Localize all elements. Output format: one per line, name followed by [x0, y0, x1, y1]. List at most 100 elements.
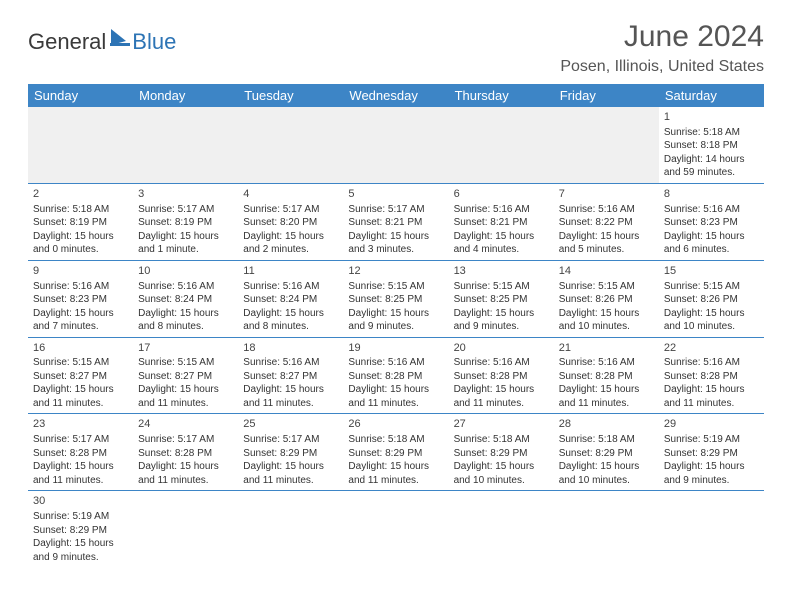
- sail-icon: [110, 28, 130, 46]
- sunset-text: Sunset: 8:19 PM: [33, 216, 128, 230]
- sunrise-text: Sunrise: 5:19 AM: [664, 433, 759, 447]
- daylight-text: Daylight: 15 hours and 7 minutes.: [33, 307, 128, 334]
- day-number: 14: [559, 264, 654, 279]
- day-number: 8: [664, 187, 759, 202]
- sunset-text: Sunset: 8:28 PM: [138, 447, 233, 461]
- calendar-cell: 4Sunrise: 5:17 AMSunset: 8:20 PMDaylight…: [238, 183, 343, 260]
- day-number: 21: [559, 341, 654, 356]
- calendar-cell: 19Sunrise: 5:16 AMSunset: 8:28 PMDayligh…: [343, 337, 448, 414]
- sunset-text: Sunset: 8:28 PM: [348, 370, 443, 384]
- sunrise-text: Sunrise: 5:16 AM: [138, 280, 233, 294]
- sunrise-text: Sunrise: 5:18 AM: [559, 433, 654, 447]
- calendar-cell: 1Sunrise: 5:18 AMSunset: 8:18 PMDaylight…: [659, 107, 764, 183]
- daylight-text: Daylight: 15 hours and 6 minutes.: [664, 230, 759, 257]
- sunset-text: Sunset: 8:25 PM: [348, 293, 443, 307]
- sunrise-text: Sunrise: 5:16 AM: [664, 356, 759, 370]
- daylight-text: Daylight: 15 hours and 9 minutes.: [348, 307, 443, 334]
- calendar-cell: 2Sunrise: 5:18 AMSunset: 8:19 PMDaylight…: [28, 183, 133, 260]
- day-header: Thursday: [449, 84, 554, 107]
- calendar-cell: 11Sunrise: 5:16 AMSunset: 8:24 PMDayligh…: [238, 260, 343, 337]
- day-number: 18: [243, 341, 338, 356]
- daylight-text: Daylight: 15 hours and 4 minutes.: [454, 230, 549, 257]
- sunrise-text: Sunrise: 5:18 AM: [348, 433, 443, 447]
- sunrise-text: Sunrise: 5:15 AM: [348, 280, 443, 294]
- calendar-cell: 30Sunrise: 5:19 AMSunset: 8:29 PMDayligh…: [28, 491, 133, 567]
- sunset-text: Sunset: 8:27 PM: [138, 370, 233, 384]
- day-number: 13: [454, 264, 549, 279]
- day-number: 10: [138, 264, 233, 279]
- day-header: Friday: [554, 84, 659, 107]
- sunset-text: Sunset: 8:29 PM: [33, 524, 128, 538]
- day-number: 17: [138, 341, 233, 356]
- calendar-cell: 5Sunrise: 5:17 AMSunset: 8:21 PMDaylight…: [343, 183, 448, 260]
- sunset-text: Sunset: 8:18 PM: [664, 139, 759, 153]
- sunset-text: Sunset: 8:21 PM: [348, 216, 443, 230]
- sunrise-text: Sunrise: 5:16 AM: [454, 356, 549, 370]
- calendar-cell: 23Sunrise: 5:17 AMSunset: 8:28 PMDayligh…: [28, 414, 133, 491]
- day-header: Saturday: [659, 84, 764, 107]
- calendar-row: 2Sunrise: 5:18 AMSunset: 8:19 PMDaylight…: [28, 183, 764, 260]
- day-number: 23: [33, 417, 128, 432]
- sunset-text: Sunset: 8:29 PM: [664, 447, 759, 461]
- calendar-cell: [133, 107, 238, 183]
- calendar-cell: 27Sunrise: 5:18 AMSunset: 8:29 PMDayligh…: [449, 414, 554, 491]
- sunrise-text: Sunrise: 5:15 AM: [559, 280, 654, 294]
- daylight-text: Daylight: 15 hours and 10 minutes.: [559, 460, 654, 487]
- calendar-cell: 15Sunrise: 5:15 AMSunset: 8:26 PMDayligh…: [659, 260, 764, 337]
- calendar-cell: [449, 491, 554, 567]
- day-number: 20: [454, 341, 549, 356]
- calendar-cell: [659, 491, 764, 567]
- calendar-cell: 18Sunrise: 5:16 AMSunset: 8:27 PMDayligh…: [238, 337, 343, 414]
- day-header: Monday: [133, 84, 238, 107]
- calendar-cell: 26Sunrise: 5:18 AMSunset: 8:29 PMDayligh…: [343, 414, 448, 491]
- day-header-row: Sunday Monday Tuesday Wednesday Thursday…: [28, 84, 764, 107]
- day-number: 7: [559, 187, 654, 202]
- daylight-text: Daylight: 15 hours and 8 minutes.: [138, 307, 233, 334]
- logo-text-general: General: [28, 29, 106, 55]
- calendar-row: 9Sunrise: 5:16 AMSunset: 8:23 PMDaylight…: [28, 260, 764, 337]
- daylight-text: Daylight: 15 hours and 10 minutes.: [559, 307, 654, 334]
- sunset-text: Sunset: 8:19 PM: [138, 216, 233, 230]
- daylight-text: Daylight: 15 hours and 11 minutes.: [348, 383, 443, 410]
- sunset-text: Sunset: 8:27 PM: [243, 370, 338, 384]
- calendar-table: Sunday Monday Tuesday Wednesday Thursday…: [28, 84, 764, 567]
- day-number: 6: [454, 187, 549, 202]
- sunrise-text: Sunrise: 5:16 AM: [243, 280, 338, 294]
- sunrise-text: Sunrise: 5:19 AM: [33, 510, 128, 524]
- day-header: Sunday: [28, 84, 133, 107]
- sunset-text: Sunset: 8:26 PM: [559, 293, 654, 307]
- daylight-text: Daylight: 15 hours and 11 minutes.: [454, 383, 549, 410]
- day-number: 11: [243, 264, 338, 279]
- calendar-cell: [28, 107, 133, 183]
- daylight-text: Daylight: 15 hours and 11 minutes.: [348, 460, 443, 487]
- daylight-text: Daylight: 15 hours and 10 minutes.: [454, 460, 549, 487]
- day-number: 25: [243, 417, 338, 432]
- day-number: 22: [664, 341, 759, 356]
- day-header: Tuesday: [238, 84, 343, 107]
- calendar-row: 30Sunrise: 5:19 AMSunset: 8:29 PMDayligh…: [28, 491, 764, 567]
- sunset-text: Sunset: 8:29 PM: [559, 447, 654, 461]
- calendar-row: 23Sunrise: 5:17 AMSunset: 8:28 PMDayligh…: [28, 414, 764, 491]
- daylight-text: Daylight: 14 hours and 59 minutes.: [664, 153, 759, 180]
- day-number: 4: [243, 187, 338, 202]
- daylight-text: Daylight: 15 hours and 9 minutes.: [664, 460, 759, 487]
- day-number: 16: [33, 341, 128, 356]
- day-number: 29: [664, 417, 759, 432]
- day-number: 30: [33, 494, 128, 509]
- day-number: 26: [348, 417, 443, 432]
- calendar-cell: [554, 491, 659, 567]
- calendar-cell: 6Sunrise: 5:16 AMSunset: 8:21 PMDaylight…: [449, 183, 554, 260]
- calendar-cell: 14Sunrise: 5:15 AMSunset: 8:26 PMDayligh…: [554, 260, 659, 337]
- sunrise-text: Sunrise: 5:16 AM: [243, 356, 338, 370]
- calendar-cell: 28Sunrise: 5:18 AMSunset: 8:29 PMDayligh…: [554, 414, 659, 491]
- day-number: 27: [454, 417, 549, 432]
- day-number: 28: [559, 417, 654, 432]
- sunset-text: Sunset: 8:26 PM: [664, 293, 759, 307]
- calendar-cell: [238, 107, 343, 183]
- sunset-text: Sunset: 8:24 PM: [138, 293, 233, 307]
- day-number: 3: [138, 187, 233, 202]
- calendar-cell: 24Sunrise: 5:17 AMSunset: 8:28 PMDayligh…: [133, 414, 238, 491]
- header: General Blue June 2024 Posen, Illinois, …: [28, 20, 764, 76]
- calendar-cell: 22Sunrise: 5:16 AMSunset: 8:28 PMDayligh…: [659, 337, 764, 414]
- calendar-cell: 20Sunrise: 5:16 AMSunset: 8:28 PMDayligh…: [449, 337, 554, 414]
